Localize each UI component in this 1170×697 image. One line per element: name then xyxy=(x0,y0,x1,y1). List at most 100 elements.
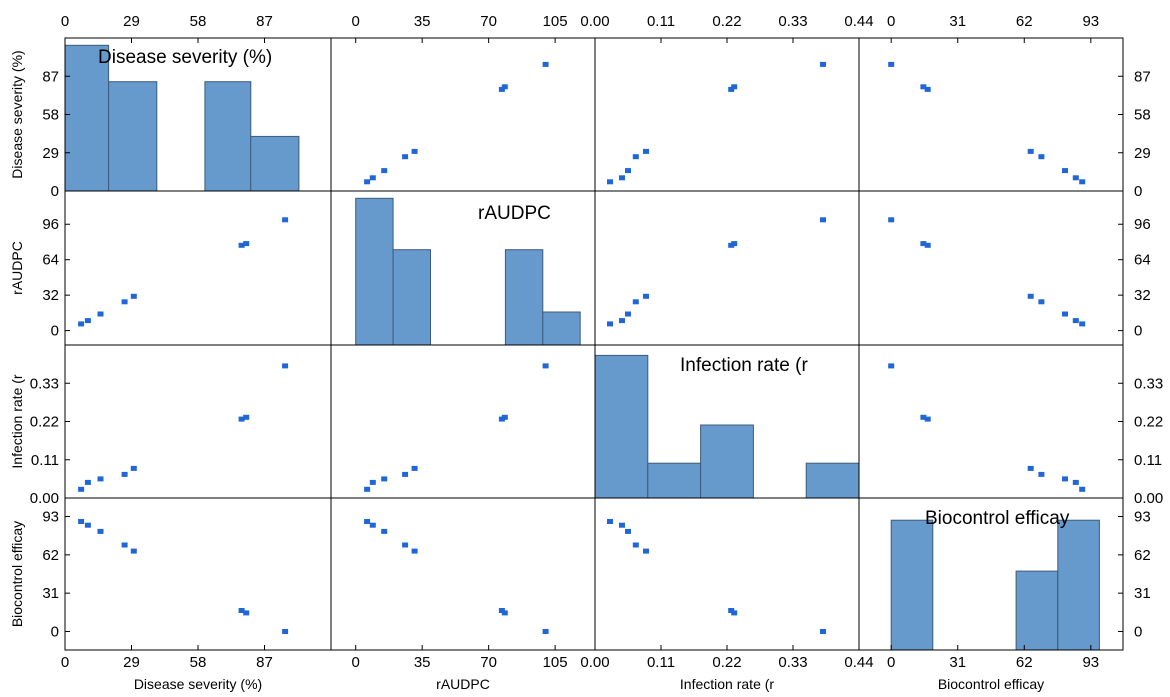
scatter-point-disease-severity-vs-biocontrol-efficacy-4 xyxy=(1027,148,1034,154)
histogram-bar-biocontrol-efficacy-0 xyxy=(890,519,934,651)
right-tick-label: 0 xyxy=(1134,323,1142,340)
left-tick-label: 0.00 xyxy=(30,490,59,507)
scatter-point-infection-rate-vs-raudpc-0 xyxy=(364,486,371,492)
matrix-outer-frame xyxy=(64,37,1124,651)
scatter-point-raudpc-vs-disease-severity-0 xyxy=(78,321,85,327)
scatter-point-raudpc-vs-biocontrol-efficacy-0 xyxy=(1079,321,1086,327)
histogram-bar-infection-rate-0 xyxy=(594,354,649,499)
histogram-bar-disease-severity-3 xyxy=(204,81,252,192)
scatter-point-infection-rate-vs-disease-severity-6 xyxy=(243,414,250,420)
diagonal-title-disease-severity: Disease severity (%) xyxy=(98,47,272,68)
scatter-point-disease-severity-vs-raudpc-3 xyxy=(402,154,409,160)
top-tick-label: 0.22 xyxy=(712,13,741,30)
bottom-tick-label: 58 xyxy=(190,654,207,671)
top-tick-label: 0.44 xyxy=(844,13,873,30)
histogram-bar-biocontrol-efficacy-4 xyxy=(1057,519,1100,651)
scatter-point-raudpc-vs-infection-rate-1 xyxy=(619,318,625,324)
bottom-tick-label: 87 xyxy=(256,654,273,671)
scatter-point-disease-severity-vs-biocontrol-efficacy-5 xyxy=(924,86,931,92)
left-tick-label: 0.11 xyxy=(31,452,59,469)
scatter-point-infection-rate-vs-disease-severity-7 xyxy=(282,363,289,369)
histogram-bar-infection-rate-1 xyxy=(647,462,702,499)
right-tick-label: 0 xyxy=(1134,183,1142,200)
left-tick-label: 0 xyxy=(51,323,59,340)
scatter-point-infection-rate-vs-raudpc-2 xyxy=(381,476,388,482)
scatter-point-disease-severity-vs-infection-rate-2 xyxy=(625,168,631,174)
scatter-point-infection-rate-vs-disease-severity-1 xyxy=(84,479,91,485)
scatter-point-infection-rate-vs-biocontrol-efficacy-7 xyxy=(888,363,895,369)
top-tick-label: 58 xyxy=(190,13,207,30)
histogram-bar-raudpc-1 xyxy=(392,249,432,346)
scatter-point-infection-rate-vs-raudpc-4 xyxy=(411,465,418,471)
scatter-point-raudpc-vs-disease-severity-7 xyxy=(282,217,289,223)
x-axis-label-disease-severity: Disease severity (%) xyxy=(134,676,262,692)
scatter-point-disease-severity-vs-biocontrol-efficacy-7 xyxy=(888,61,895,67)
scatter-point-infection-rate-vs-disease-severity-3 xyxy=(121,471,128,477)
scatter-point-disease-severity-vs-raudpc-4 xyxy=(411,148,418,154)
scatter-point-raudpc-vs-biocontrol-efficacy-7 xyxy=(888,217,895,223)
scatter-point-disease-severity-vs-biocontrol-efficacy-3 xyxy=(1038,154,1045,160)
right-tick-label: 0.33 xyxy=(1134,375,1163,392)
scatter-point-biocontrol-efficacy-vs-disease-severity-7 xyxy=(282,629,289,634)
y-axis-label-raudpc: rAUDPC xyxy=(9,241,25,295)
right-tick-label: 31 xyxy=(1134,585,1151,602)
scatter-point-biocontrol-efficacy-vs-disease-severity-2 xyxy=(97,528,104,534)
bottom-tick-label: 0.11 xyxy=(647,654,675,671)
bottom-tick-label: 35 xyxy=(414,654,431,671)
y-axis-label-infection-rate: Infection rate (r xyxy=(9,374,25,468)
histogram-bar-raudpc-4 xyxy=(504,249,544,346)
right-tick-label: 0.00 xyxy=(1134,490,1163,507)
scatter-point-raudpc-vs-biocontrol-efficacy-2 xyxy=(1062,311,1068,317)
histogram-bar-raudpc-0 xyxy=(355,197,394,346)
left-tick-label: 62 xyxy=(42,547,59,564)
scatter-point-infection-rate-vs-biocontrol-efficacy-5 xyxy=(924,416,931,422)
bottom-tick-label: 62 xyxy=(1016,654,1033,671)
scatter-point-raudpc-vs-biocontrol-efficacy-6 xyxy=(920,241,927,247)
scatter-point-biocontrol-efficacy-vs-disease-severity-5 xyxy=(238,608,245,613)
scatter-point-raudpc-vs-biocontrol-efficacy-3 xyxy=(1038,299,1045,305)
histogram-bar-disease-severity-0 xyxy=(64,44,110,192)
scatter-point-raudpc-vs-biocontrol-efficacy-5 xyxy=(924,242,931,248)
scatter-point-disease-severity-vs-infection-rate-6 xyxy=(731,84,738,90)
scatter-point-disease-severity-vs-raudpc-0 xyxy=(364,179,371,185)
bottom-tick-label: 105 xyxy=(543,654,568,671)
bottom-tick-label: 70 xyxy=(480,654,497,671)
scatter-point-raudpc-vs-disease-severity-3 xyxy=(121,299,128,305)
top-tick-label: 62 xyxy=(1016,13,1033,30)
top-tick-label: 29 xyxy=(123,13,140,30)
scatter-point-infection-rate-vs-biocontrol-efficacy-6 xyxy=(920,414,927,420)
scatter-point-biocontrol-efficacy-vs-infection-rate-3 xyxy=(632,542,639,548)
scatter-point-raudpc-vs-infection-rate-7 xyxy=(820,217,826,223)
scatter-point-biocontrol-efficacy-vs-infection-rate-7 xyxy=(820,629,826,634)
scatter-point-raudpc-vs-biocontrol-efficacy-4 xyxy=(1027,293,1034,299)
scatter-point-biocontrol-efficacy-vs-raudpc-4 xyxy=(411,548,418,554)
scatter-point-raudpc-vs-infection-rate-3 xyxy=(632,299,639,305)
diagonal-title-raudpc: rAUDPC xyxy=(478,203,551,224)
diagonal-title-infection-rate: Infection rate (r xyxy=(680,355,808,376)
right-tick-label: 29 xyxy=(1134,145,1151,162)
diagonal-title-biocontrol-efficacy: Biocontrol efficay xyxy=(925,508,1070,529)
scatter-point-infection-rate-vs-raudpc-1 xyxy=(369,479,376,485)
histogram-bar-disease-severity-4 xyxy=(250,135,300,192)
right-tick-label: 96 xyxy=(1134,216,1151,233)
scatter-point-biocontrol-efficacy-vs-infection-rate-1 xyxy=(619,522,625,528)
scatter-point-biocontrol-efficacy-vs-raudpc-2 xyxy=(381,528,388,534)
scatter-point-raudpc-vs-infection-rate-2 xyxy=(625,311,631,317)
left-tick-label: 64 xyxy=(42,252,59,269)
scatter-point-infection-rate-vs-disease-severity-5 xyxy=(238,416,245,422)
left-tick-label: 29 xyxy=(42,145,59,162)
histogram-bars xyxy=(64,44,1100,651)
top-tick-label: 35 xyxy=(414,13,431,30)
top-tick-label: 0.00 xyxy=(580,13,609,30)
scatter-point-disease-severity-vs-biocontrol-efficacy-0 xyxy=(1079,179,1086,185)
bottom-tick-label: 0 xyxy=(61,654,69,671)
bottom-tick-label: 0 xyxy=(352,654,360,671)
top-tick-label: 0.11 xyxy=(647,13,675,30)
top-tick-label: 0 xyxy=(61,13,69,30)
scatter-points xyxy=(78,61,1086,634)
scatter-point-infection-rate-vs-raudpc-7 xyxy=(542,363,549,369)
scatter-point-raudpc-vs-disease-severity-2 xyxy=(97,311,104,317)
histogram-bar-infection-rate-2 xyxy=(700,424,754,499)
scatter-point-disease-severity-vs-infection-rate-4 xyxy=(643,148,649,154)
